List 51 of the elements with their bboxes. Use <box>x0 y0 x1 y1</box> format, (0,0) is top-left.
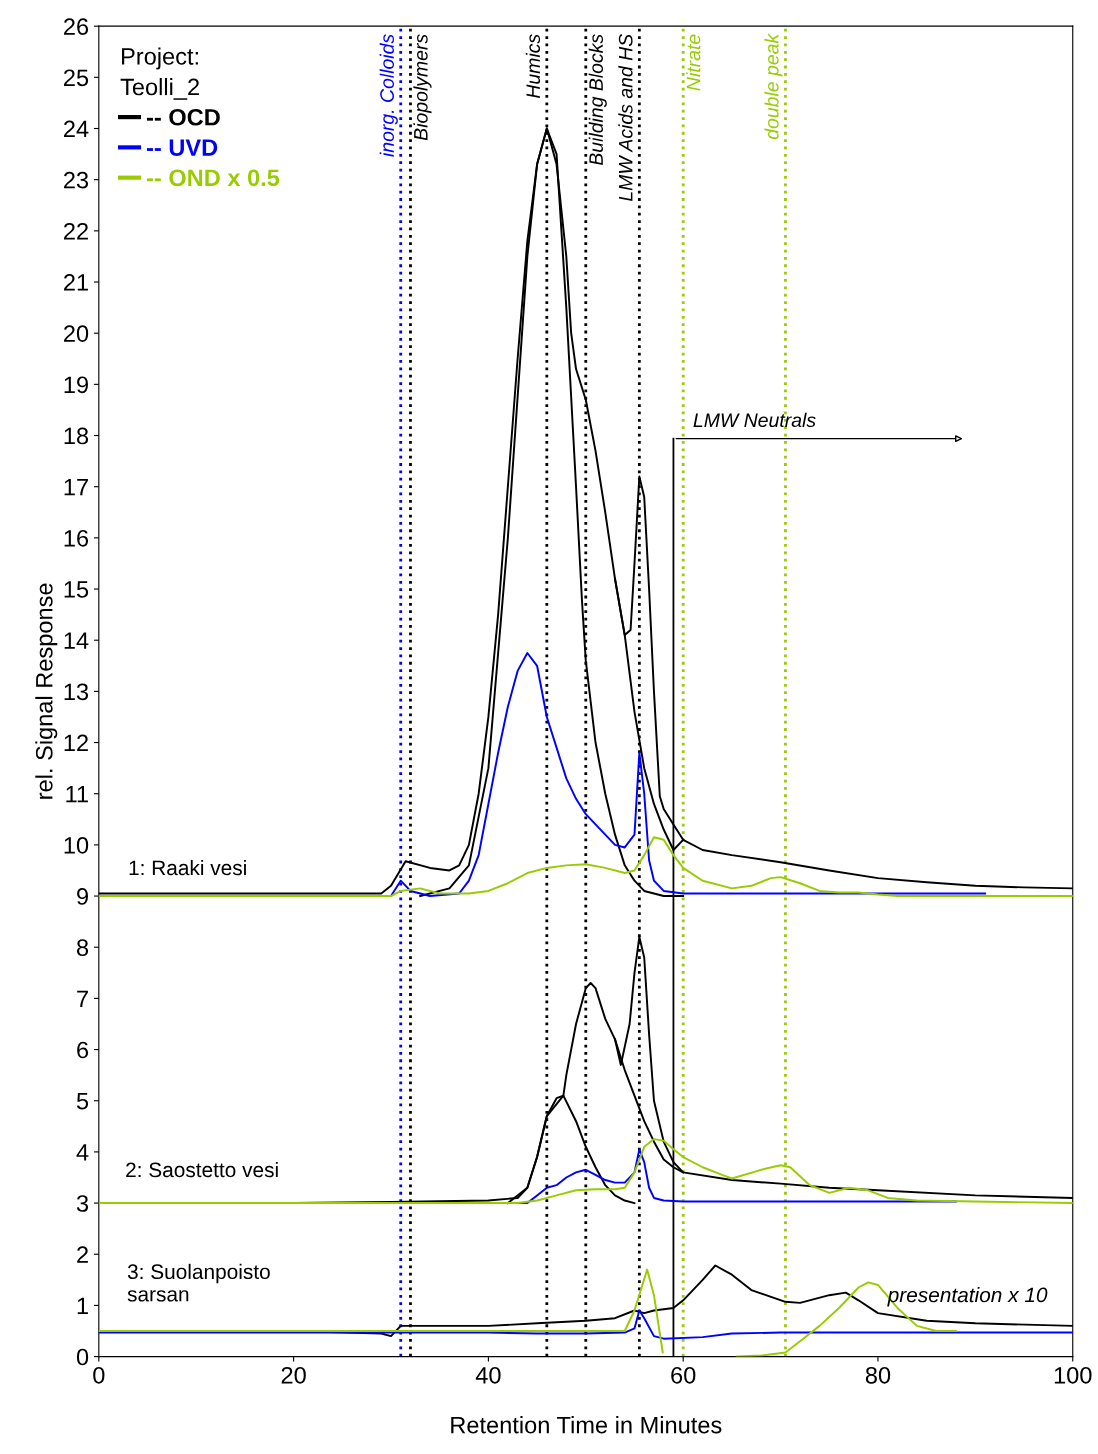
y-tick-label: 10 <box>64 836 89 854</box>
y-tick-label: 26 <box>64 18 89 35</box>
y-tick-label: 23 <box>64 171 89 189</box>
x-tick-label: 0 <box>93 1366 105 1384</box>
y-tick-label: 12 <box>64 734 88 752</box>
y-tick-label: 8 <box>76 939 89 957</box>
ref-line-label: double peak <box>764 33 783 140</box>
ref-line-label: Nitrate <box>686 34 701 91</box>
y-tick-label: 25 <box>64 69 89 87</box>
y-tick-label: 16 <box>64 529 89 547</box>
x-tick-label: 100 <box>1054 1366 1092 1384</box>
ref-line-label: LMW Acids and HS <box>618 34 633 202</box>
annotation: presentation x 10 <box>887 1287 1048 1307</box>
legend-label: -- UVD <box>146 139 218 156</box>
y-tick-label: 2 <box>77 1246 88 1263</box>
y-tick-label: 5 <box>76 1093 89 1110</box>
x-tick-label: 20 <box>281 1366 306 1384</box>
y-tick-label: 13 <box>64 683 89 701</box>
y-tick-label: 18 <box>64 427 89 445</box>
y-tick-label: 9 <box>77 888 88 905</box>
legend-title: Project: Teolli_2 <box>120 47 199 100</box>
y-tick-label: 6 <box>77 1041 89 1059</box>
y-tick-label: 19 <box>64 376 88 394</box>
y-tick-label: 20 <box>64 325 89 342</box>
ref-line-label: LMW Neutrals <box>693 412 816 428</box>
ref-line-label: inorg. Colloids <box>379 34 398 157</box>
annotation: 3: Suolanpoisto sarsan <box>127 1263 270 1302</box>
y-tick-label: 0 <box>76 1348 89 1366</box>
y-tick-label: 11 <box>66 786 88 803</box>
x-axis-title: Retention Time in Minutes <box>451 1416 722 1434</box>
annotation: 1: Raaki vesi <box>129 859 246 876</box>
y-tick-label: 22 <box>64 222 88 240</box>
x-tick-label: 60 <box>671 1366 696 1384</box>
legend-label: -- OCD <box>146 108 220 126</box>
x-tick-label: 80 <box>865 1366 891 1384</box>
y-tick-label: 1 <box>77 1297 88 1314</box>
y-axis-title: rel. Signal Response <box>35 583 58 799</box>
y-tick-label: 21 <box>64 274 88 291</box>
legend-label: -- OND x 0.5 <box>146 169 280 187</box>
ref-line-label: Biopolymers <box>413 34 432 141</box>
x-tick-label: 40 <box>475 1366 501 1384</box>
annotation: 2: Saostetto vesi <box>126 1161 278 1178</box>
y-tick-label: 3 <box>76 1195 89 1212</box>
ref-line-label: Building Blocks <box>588 34 607 166</box>
y-tick-label: 4 <box>76 1144 89 1161</box>
y-tick-label: 7 <box>77 990 88 1007</box>
y-tick-label: 14 <box>64 632 89 649</box>
ref-line-label: Humics <box>525 34 541 99</box>
y-tick-label: 15 <box>64 581 89 598</box>
y-tick-label: 24 <box>64 120 89 138</box>
y-tick-label: 17 <box>64 479 88 496</box>
